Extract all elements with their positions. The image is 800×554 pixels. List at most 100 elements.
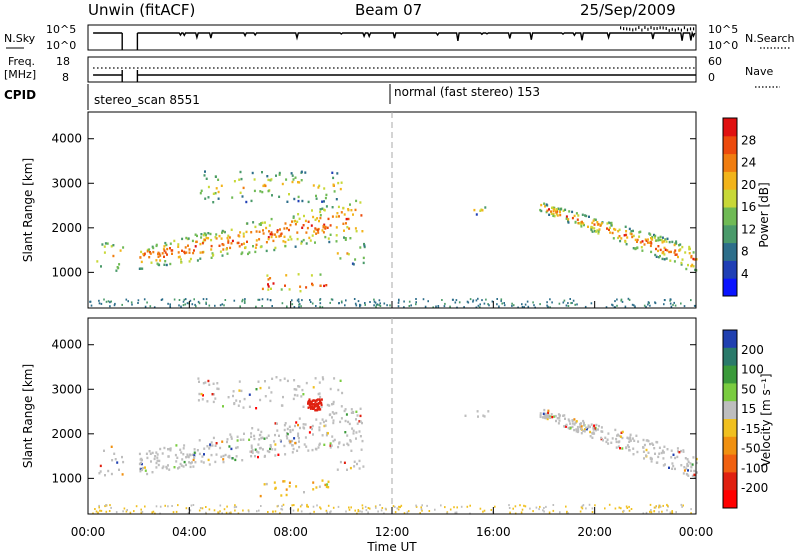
- ground-scatter-cell: [297, 298, 300, 301]
- range-time-cell: [621, 436, 624, 440]
- range-time-cell: [312, 215, 315, 219]
- ground-scatter-cell: [140, 508, 142, 511]
- range-time-cell: [227, 239, 230, 242]
- range-time-cell: [267, 283, 269, 286]
- ground-scatter-cell: [359, 510, 361, 513]
- ground-scatter-cell: [655, 505, 657, 508]
- range-time-cell: [266, 175, 269, 178]
- ground-scatter-cell: [244, 298, 246, 301]
- noise-search-point: [647, 27, 649, 31]
- range-time-cell: [314, 409, 317, 412]
- range-time-cell: [596, 229, 599, 232]
- range-time-cell: [236, 439, 239, 442]
- range-time-cell: [185, 463, 187, 467]
- range-time-cell: [674, 467, 676, 471]
- range-time-cell: [307, 449, 310, 452]
- range-time-cell: [274, 486, 277, 490]
- ground-scatter-cell: [205, 506, 207, 508]
- ground-scatter-cell: [511, 302, 513, 305]
- range-time-cell: [344, 408, 347, 411]
- range-time-cell: [198, 439, 201, 442]
- range-time-cell: [311, 283, 314, 287]
- ground-scatter-cell: [151, 511, 153, 514]
- range-time-cell: [210, 248, 213, 251]
- range-time-cell: [636, 450, 639, 454]
- range-time-cell: [200, 236, 203, 239]
- range-time-cell: [612, 237, 615, 240]
- range-time-cell: [554, 414, 557, 418]
- ground-scatter-cell: [307, 505, 309, 508]
- range-time-cell: [663, 258, 666, 261]
- ground-scatter-cell: [296, 299, 299, 302]
- cpid-segment-1: stereo_scan 8551: [94, 93, 200, 107]
- range-time-cell: [302, 423, 305, 426]
- range-time-cell: [191, 239, 194, 243]
- range-time-cell: [329, 413, 332, 416]
- range-time-cell: [685, 472, 688, 476]
- range-time-cell: [676, 455, 679, 459]
- range-time-cell: [294, 223, 297, 226]
- ground-scatter-cell: [127, 300, 129, 303]
- colorbar-swatch: [723, 472, 737, 491]
- range-time-cell: [228, 236, 231, 239]
- range-time-cell: [642, 450, 645, 453]
- range-time-cell: [119, 249, 122, 252]
- ground-scatter-cell: [449, 305, 451, 308]
- range-time-cell: [678, 249, 681, 252]
- ground-scatter-cell: [167, 302, 169, 305]
- range-time-cell: [188, 461, 191, 464]
- ground-scatter-cell: [453, 506, 455, 509]
- ground-scatter-cell: [590, 302, 593, 305]
- ground-scatter-cell: [219, 510, 221, 513]
- range-time-cell: [269, 277, 272, 280]
- ground-scatter-cell: [567, 512, 569, 515]
- ground-scatter-cell: [545, 505, 547, 508]
- range-time-cell: [657, 249, 659, 253]
- range-time-cell: [306, 226, 309, 230]
- range-time-cell: [335, 198, 338, 201]
- ground-scatter-cell: [182, 300, 185, 303]
- range-time-cell: [575, 212, 578, 215]
- ground-scatter-cell: [364, 303, 366, 306]
- range-time-cell: [267, 434, 270, 437]
- colorbar-tick-label: -50: [741, 442, 761, 456]
- range-time-cell: [331, 171, 334, 174]
- ground-scatter-cell: [582, 504, 585, 507]
- ground-scatter-cell: [269, 299, 272, 302]
- range-time-cell: [361, 439, 364, 443]
- range-time-cell: [309, 407, 312, 410]
- ground-scatter-cell: [195, 305, 197, 308]
- ground-scatter-cell: [659, 505, 662, 508]
- range-time-cell: [356, 462, 358, 466]
- range-time-cell: [314, 377, 317, 380]
- range-time-cell: [238, 380, 241, 383]
- range-time-cell: [598, 424, 600, 428]
- range-time-cell: [275, 376, 278, 379]
- range-time-cell: [157, 252, 159, 256]
- range-time-cell: [674, 456, 677, 460]
- ground-scatter-cell: [666, 509, 668, 512]
- ground-scatter-cell: [182, 304, 185, 307]
- range-time-cell: [597, 230, 600, 233]
- range-time-cell: [259, 223, 262, 226]
- range-time-cell: [238, 389, 241, 392]
- ground-scatter-cell: [500, 298, 503, 301]
- ground-scatter-cell: [348, 508, 351, 511]
- range-time-cell: [620, 237, 623, 240]
- ground-scatter-cell: [524, 505, 527, 508]
- range-time-cell: [346, 434, 349, 437]
- range-time-cell: [670, 449, 673, 452]
- velocity-colorbar-label: Velocity [m s⁻¹]: [759, 373, 773, 466]
- range-time-cell: [243, 432, 245, 435]
- range-time-cell: [217, 387, 220, 391]
- range-time-cell: [192, 251, 195, 255]
- ground-scatter-cell: [645, 511, 648, 514]
- ground-scatter-cell: [538, 508, 540, 511]
- range-time-cell: [688, 252, 691, 255]
- range-time-cell: [583, 430, 586, 433]
- range-time-cell: [98, 472, 101, 475]
- range-time-cell: [163, 255, 165, 258]
- range-time-cell: [315, 408, 318, 412]
- range-time-cell: [679, 243, 682, 246]
- range-time-cell: [539, 414, 542, 417]
